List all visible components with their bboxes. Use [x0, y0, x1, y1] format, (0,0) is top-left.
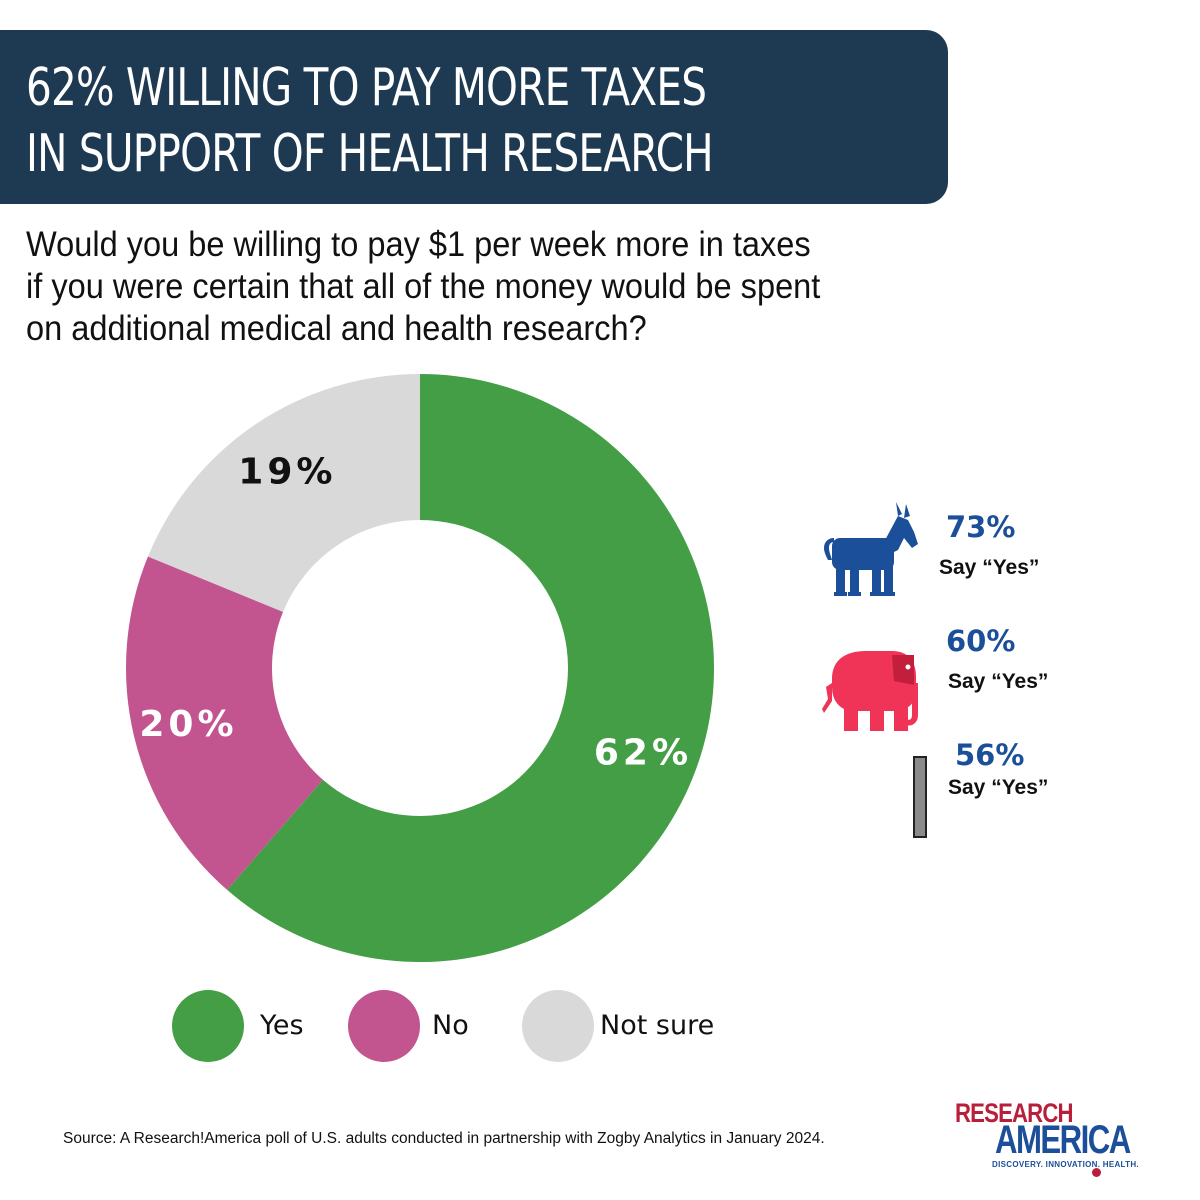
question-line-1: Would you be willing to pay $1 per week …	[26, 225, 811, 264]
legend-swatch-yes	[172, 990, 244, 1062]
question-line-3: on additional medical and health researc…	[26, 309, 647, 348]
survey-question: Would you be willing to pay $1 per week …	[26, 224, 1126, 350]
donut-slice-no	[126, 556, 323, 890]
research-america-logo: RESEARCH AMERICA DISCOVERY. INNOVATION. …	[955, 1098, 1160, 1178]
democrat-caption: Say “Yes”	[939, 556, 1040, 579]
logo-dot	[1092, 1168, 1101, 1177]
independent-icon	[913, 756, 927, 838]
legend-swatch-not-sure	[522, 990, 594, 1062]
logo-tagline: DISCOVERY. INNOVATION. HEALTH.	[992, 1160, 1139, 1169]
legend-swatch-no	[348, 990, 420, 1062]
republican-percent: 60%	[946, 624, 1016, 658]
slice-label-not-sure: 19%	[238, 451, 336, 492]
donut-slice-yes	[227, 374, 715, 963]
question-line-2: if you were certain that all of the mone…	[26, 267, 821, 306]
legend-label-yes: Yes	[260, 1010, 304, 1041]
title-banner	[0, 30, 948, 204]
legend-label-no: No	[432, 1010, 469, 1041]
page-title-line-1: 62% WILLING TO PAY MORE TAXES	[26, 58, 707, 118]
independent-percent: 56%	[955, 738, 1025, 772]
legend-label-not-sure: Not sure	[600, 1010, 715, 1041]
page-title-line-2: IN SUPPORT OF HEALTH RESEARCH	[26, 124, 714, 184]
donkey-icon	[824, 502, 918, 596]
slice-label-no: 20%	[139, 704, 237, 745]
source-note: Source: A Research!America poll of U.S. …	[63, 1130, 825, 1147]
democrat-percent: 73%	[946, 510, 1016, 544]
elephant-icon	[822, 651, 918, 731]
independent-caption: Say “Yes”	[948, 776, 1049, 799]
republican-caption: Say “Yes”	[948, 670, 1049, 693]
slice-label-yes: 62%	[594, 732, 692, 773]
logo-word-america: AMERICA	[995, 1118, 1131, 1162]
logo-word-research: RESEARCH	[955, 1098, 1074, 1128]
donut-slice-not-sure	[147, 374, 420, 612]
